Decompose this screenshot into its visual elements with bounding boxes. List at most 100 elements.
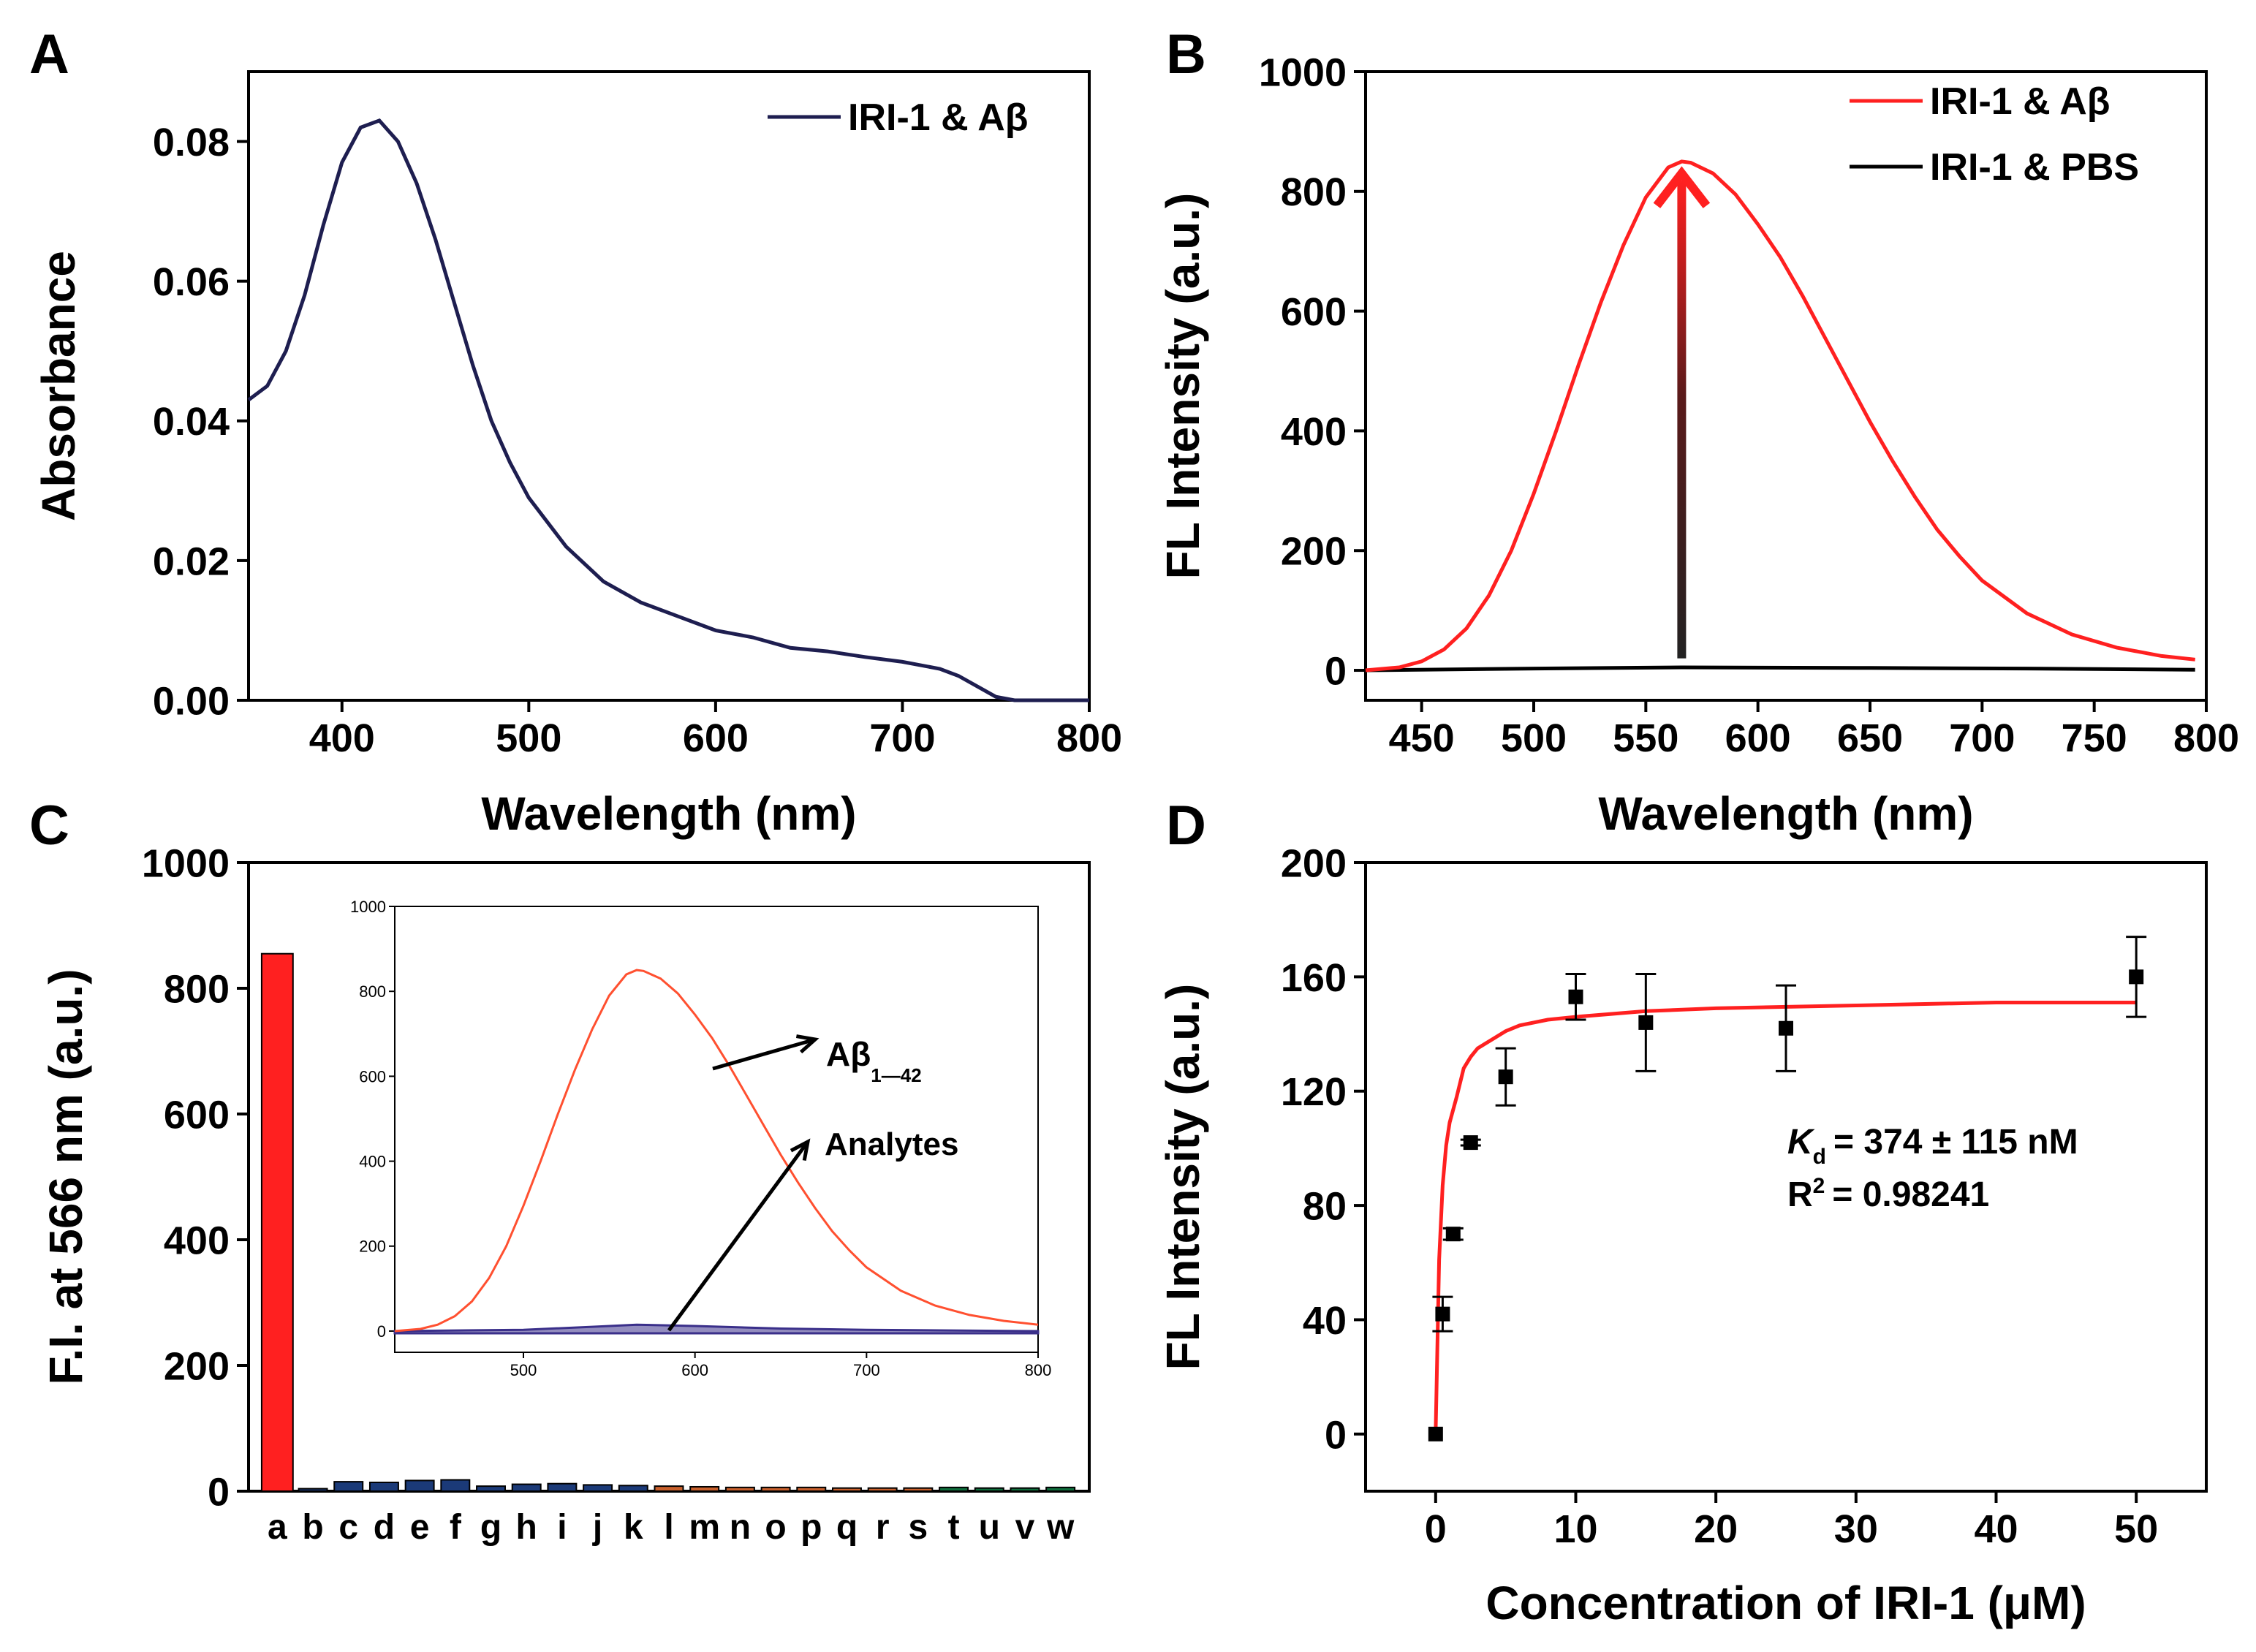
kd-symbol: K <box>1787 1123 1815 1162</box>
panel-d-x-tick-label-0: 0 <box>1425 1507 1447 1551</box>
inset-y-tick-label-2: 400 <box>359 1152 386 1170</box>
category-label-i: i <box>557 1508 567 1547</box>
panel-a-x-tick-label-4: 800 <box>1056 716 1122 760</box>
category-label-p: p <box>800 1508 822 1547</box>
data-point-7 <box>1779 1020 1793 1036</box>
panel-b-x-tick-label-2: 550 <box>1613 716 1678 760</box>
panel-a-y-tick-label-4: 0.08 <box>153 121 230 164</box>
panel-label-d: D <box>1166 795 1206 857</box>
panel-d-y-tick-label-0: 0 <box>1325 1413 1347 1457</box>
inset-label-abeta: Aβ1—42 <box>826 1035 922 1086</box>
category-label-d: d <box>374 1508 395 1547</box>
panel-a-y-tick-label-1: 0.02 <box>153 539 230 583</box>
panel-d-x-tick-label-1: 10 <box>1553 1507 1597 1551</box>
panel-b-ticks: 450 500 550 600 650 700 750 800 0 200 400 600 800 100… <box>1259 50 2239 760</box>
category-label-s: s <box>909 1508 928 1547</box>
panel-a-y-axis-title: Absorbance <box>32 251 85 521</box>
bar-g <box>476 1485 506 1492</box>
panel-b-legend-label-pbs: IRI-1 & PBS <box>1930 146 2139 189</box>
panel-c-y-tick-label-5: 1000 <box>142 841 230 885</box>
r2-symbol: R <box>1787 1175 1813 1214</box>
data-point-4 <box>1498 1069 1513 1085</box>
inset-y-tick-label-1: 200 <box>359 1238 386 1256</box>
panel-a-y-tick-label-0: 0.00 <box>153 679 230 723</box>
panel-d-fit-curve <box>1434 1001 2137 1434</box>
kd-subscript: d <box>1813 1145 1826 1169</box>
category-label-j: j <box>592 1508 602 1547</box>
panel-c-y-tick-label-0: 0 <box>208 1470 230 1514</box>
panel-b-x-tick-label-7: 800 <box>2173 716 2239 760</box>
category-label-m: m <box>689 1508 720 1547</box>
inset-label-analytes: Analytes <box>825 1126 958 1162</box>
panel-b-increase-arrow <box>1653 166 1711 659</box>
panel-a-x-tick-label-2: 600 <box>683 716 749 760</box>
inset-x-tick-label-1: 600 <box>681 1361 708 1379</box>
panel-c-y-tick-label-3: 600 <box>164 1093 230 1137</box>
category-label-c: c <box>338 1508 358 1547</box>
panel-c-y-tick-label-4: 800 <box>164 967 230 1011</box>
bar-s <box>903 1487 934 1492</box>
panel-d-y-tick-label-3: 120 <box>1281 1070 1347 1114</box>
panel-b-abeta-line <box>1365 159 2195 672</box>
panel-b-y-tick-label-0: 0 <box>1325 649 1347 693</box>
bar-m <box>689 1485 720 1492</box>
panel-b-x-tick-label-4: 650 <box>1837 716 1903 760</box>
bar-j <box>583 1484 613 1493</box>
panel-a-x-tick-label-1: 500 <box>496 716 561 760</box>
panel-d-x-tick-label-2: 20 <box>1694 1507 1738 1551</box>
category-label-q: q <box>836 1508 858 1547</box>
panel-a-x-axis-title: Wavelength (nm) <box>481 787 856 840</box>
r2-value: = 0.98241 <box>1832 1175 1989 1214</box>
panel-b-x-tick-label-0: 450 <box>1389 716 1455 760</box>
category-label-h: h <box>516 1508 537 1547</box>
panel-b-y-axis-title: FL Intensity (a.u.) <box>1157 193 1209 580</box>
inset-y-tick-label-4: 800 <box>359 982 386 1001</box>
data-point-3 <box>1463 1135 1478 1151</box>
panel-b-y-tick-label-4: 800 <box>1281 170 1347 214</box>
panel-d-y-tick-label-1: 40 <box>1303 1299 1347 1343</box>
panel-c-y-tick-label-1: 200 <box>164 1344 230 1388</box>
inset-frame <box>394 906 1039 1353</box>
inset-x-tick-label-2: 700 <box>853 1361 880 1379</box>
bar-v <box>1010 1487 1040 1492</box>
panel-d-x-axis-title: Concentration of IRI-1 (μM) <box>1485 1577 2086 1629</box>
category-label-l: l <box>664 1508 673 1547</box>
panel-c-y-axis-title: F.I. at 566 nm (a.u.) <box>39 969 92 1384</box>
panel-d-x-tick-label-4: 40 <box>1974 1507 2018 1551</box>
data-point-6 <box>1638 1015 1654 1030</box>
panel-label-c: C <box>29 795 69 857</box>
panel-d-data-points <box>1428 936 2147 1441</box>
arrow-head <box>1653 166 1711 208</box>
bar-h <box>511 1483 542 1493</box>
category-label-k: k <box>624 1508 643 1547</box>
data-point-5 <box>1568 989 1583 1004</box>
bar-w <box>1045 1486 1076 1492</box>
panel-a-x-tick-label-0: 400 <box>309 716 375 760</box>
bar-n <box>724 1486 755 1492</box>
panel-b-y-tick-label-2: 400 <box>1281 410 1347 454</box>
panel-d: D 0 10 20 30 40 50 0 40 80 120 160 200 Kd = 374 ± 11… <box>1157 795 2208 1629</box>
panel-b-x-tick-label-1: 500 <box>1501 716 1567 760</box>
panel-b-legend-label-abeta: IRI-1 & Aβ <box>1930 80 2111 123</box>
inset-y-tick-label-5: 1000 <box>350 898 386 916</box>
inset-label-abeta-sub: 1—42 <box>871 1064 921 1086</box>
panel-d-y-tick-label-5: 200 <box>1281 841 1347 885</box>
panel-b-x-axis-title: Wavelength (nm) <box>1598 787 1973 840</box>
inset-abeta-line <box>394 969 1039 1333</box>
bar-r <box>867 1487 898 1492</box>
category-label-e: e <box>410 1508 430 1547</box>
inset-x-tick-label-0: 500 <box>510 1361 537 1379</box>
category-label-a: a <box>268 1508 287 1547</box>
panel-a-legend-label: IRI-1 & Aβ <box>848 96 1029 139</box>
bar-f <box>440 1479 471 1493</box>
category-label-b: b <box>302 1508 323 1547</box>
bar-b <box>298 1488 328 1493</box>
bar-l <box>654 1485 684 1492</box>
bar-q <box>832 1487 862 1492</box>
panel-d-x-tick-label-3: 30 <box>1834 1507 1878 1551</box>
category-label-g: g <box>480 1508 501 1547</box>
panel-a-x-tick-label-3: 700 <box>869 716 935 760</box>
panel-d-y-tick-label-4: 160 <box>1281 956 1347 1000</box>
inset-label-abeta-main: Aβ <box>826 1035 871 1073</box>
category-label-r: r <box>876 1508 890 1547</box>
